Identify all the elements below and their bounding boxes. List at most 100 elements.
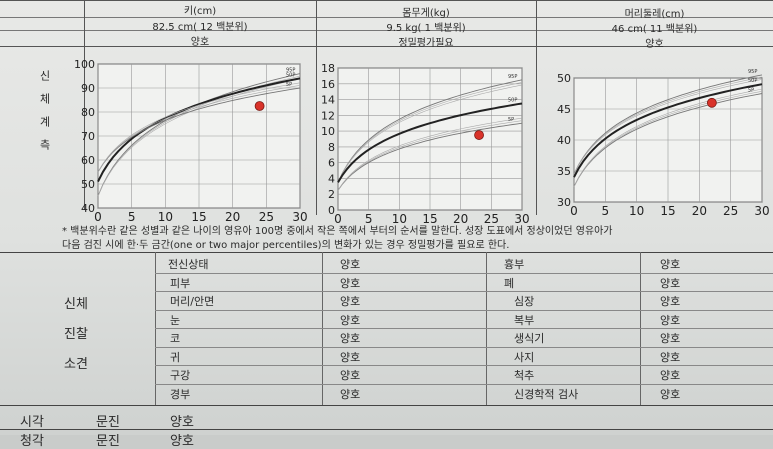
x-tick-label: 30 [514,212,529,226]
y-tick-label: 16 [321,78,335,91]
x-tick-label: 0 [94,210,102,224]
exam-right-item: 복부 [514,313,535,327]
weight-title: 몸무게(kg) [402,8,450,19]
y-tick-label: 60 [81,154,95,167]
x-tick-label: 20 [692,204,707,218]
exam-right-item: 심장 [514,295,535,308]
exam-row-rule [155,346,773,348]
data-point [474,130,484,140]
percentile-label: 50P [508,98,517,104]
exam-row-rule [155,272,773,274]
exam-row-rule [155,365,773,366]
vision-value: 양호 [170,415,194,430]
exam-left-item: 구강 [170,369,191,382]
bottom-rule [0,405,773,406]
x-tick-label: 15 [660,204,675,218]
exam-right-value: 양호 [660,276,681,290]
y-tick-label: 45 [557,103,571,116]
x-tick-label: 5 [602,204,610,218]
x-tick-label: 25 [723,204,738,218]
exam-row-rule [155,309,773,311]
exam-right-value: 양호 [660,313,681,327]
vision-label: 시각 [20,415,44,430]
y-tick-label: 50 [81,178,95,191]
percentile-label: 5P [748,88,754,94]
y-tick-label: 12 [321,109,335,122]
percentile-note-1: * 백분위수란 같은 성별과 같은 나이의 영유아 100명 중에서 작은 쪽에… [62,226,613,237]
height-value: 82.5 cm( 12 백분위) [152,22,248,33]
x-tick-label: 10 [158,210,173,224]
hearing-label: 청각 [20,434,44,449]
head-title: 머리둘레(cm) [624,9,685,20]
exam-left-item: 눈 [170,313,181,327]
left-column-rule [84,0,85,210]
bottom-rule-2 [0,429,773,430]
header-bottom-rule [0,46,773,47]
percentile-label: 95P [748,69,757,75]
x-tick-label: 0 [334,212,342,226]
col-rule-3 [536,0,537,215]
exam-right-value: 양호 [660,350,681,364]
percentile-curve-p50 [573,83,763,178]
x-tick-label: 5 [365,212,373,226]
x-tick-label: 25 [259,210,274,224]
col-rule-2 [316,0,317,215]
percentile-curve-minor [337,120,523,191]
percentile-curve-p5 [97,87,301,173]
exam-left-value: 양호 [340,332,361,345]
exam-left-value: 양호 [340,313,361,327]
y-tick-label: 70 [81,130,95,143]
y-tick-label: 40 [81,202,95,215]
x-tick-label: 30 [754,204,769,218]
header-mid-rule [0,17,773,18]
percentile-curve-minor [337,117,523,191]
percentile-curve-minor [97,82,301,173]
y-tick-label: 50 [557,72,571,85]
hearing-interview-label: 문진 [96,434,120,449]
percentile-note-2: 다음 검진 시에 한·두 금간(one or two major percent… [62,240,510,251]
exam-left-item: 피부 [170,276,191,290]
exam-top-rule [0,252,773,253]
x-tick-label: 30 [292,210,307,224]
percentile-curve-minor [573,76,763,175]
percentile-curve-minor [573,91,763,187]
exam-right-item: 생식기 [514,332,545,345]
exam-left-value: 양호 [340,276,361,290]
x-tick-label: 20 [453,212,468,226]
y-tick-label: 10 [321,125,335,138]
hearing-value: 양호 [170,434,194,449]
y-tick-label: 0 [328,204,335,217]
y-tick-label: 14 [321,94,335,107]
exam-section-label-1: 신체 [64,297,88,312]
exam-left-value: 양호 [340,258,361,271]
exam-right-value: 양호 [660,387,681,401]
percentile-curve-p95 [573,74,763,175]
percentile-curve-p50 [97,77,301,183]
percentile-curve-minor [573,88,763,187]
y-tick-label: 90 [81,82,95,95]
exam-left-value: 양호 [340,369,361,382]
y-tick-label: 8 [328,141,335,154]
data-point [254,101,265,111]
exam-left-item: 전신상태 [168,258,209,271]
percentile-curve-p5 [573,93,763,187]
exam-left-item: 머리/안면 [170,295,215,308]
percentile-label: 50P [748,78,757,84]
header-top-rule [0,0,773,1]
y-tick-label: 100 [74,58,95,71]
x-tick-label: 20 [225,210,240,224]
head-chart: 0 5 10 15 20 25 30 30 35 40 45 50 95P 50P 5P [557,69,770,218]
x-tick-label: 15 [422,212,437,226]
exam-right-item: 폐 [504,276,515,290]
y-tick-label: 4 [328,172,335,185]
x-tick-label: 5 [128,210,136,224]
percentile-curve-minor [97,75,301,197]
percentile-label: 5P [286,82,292,88]
y-tick-label: 30 [557,196,571,209]
exam-row-rule [155,383,773,385]
x-tick-label: 0 [570,204,578,218]
weight-chart: 0 5 10 15 20 25 30 0 2 4 6 8 10 12 14 16 18 95P 50P 5P [321,62,530,226]
body-measure-label: 신체계측 [38,70,51,162]
exam-right-item: 척추 [514,369,535,382]
